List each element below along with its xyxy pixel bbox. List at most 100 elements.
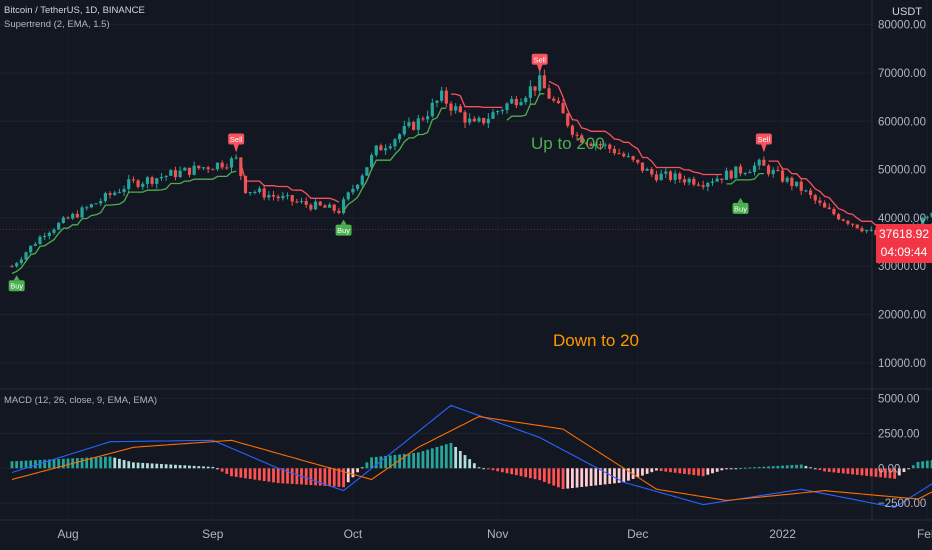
macd-histogram-bar (893, 468, 897, 479)
macd-histogram-bar (748, 467, 752, 469)
candle-body (313, 201, 318, 210)
supertrend-legend[interactable]: Supertrend (2, EMA, 1.5) (4, 19, 110, 30)
sell-signal-label: Sell (758, 135, 771, 144)
candle-body (827, 207, 831, 209)
macd-histogram-bar (505, 468, 509, 474)
macd-histogram-bar (813, 468, 817, 470)
candle-body (10, 266, 14, 268)
sell-signal-label: Sell (230, 135, 243, 144)
macd-line (11, 404, 932, 508)
macd-histogram-bar (356, 468, 359, 473)
price-tick-label: 20000.00 (878, 310, 926, 322)
candle-body (444, 90, 448, 104)
candle-body (365, 167, 369, 176)
candle-body (454, 106, 458, 111)
time-tick-label: Feb (917, 527, 932, 541)
macd-tick-label: −2500.00 (878, 498, 926, 510)
candle-body (808, 190, 813, 196)
candle-body (85, 207, 89, 209)
candle-body (780, 170, 785, 182)
macd-histogram-bar (113, 457, 117, 469)
candle-body (15, 263, 19, 267)
candle-body (295, 201, 299, 203)
macd-histogram-bar (743, 467, 747, 469)
macd-histogram-bar (753, 467, 756, 469)
macd-histogram-bar (790, 465, 794, 469)
candle-body (407, 122, 411, 127)
macd-histogram-bar (851, 468, 854, 475)
currency-label[interactable]: USDT (892, 6, 922, 18)
candle-body (281, 195, 285, 199)
candle-body (771, 170, 775, 175)
sell-pointer (536, 63, 543, 73)
macd-histogram-bar (683, 468, 686, 474)
macd-histogram-bar (855, 468, 859, 475)
down-annotation[interactable]: Down to 20 (553, 331, 639, 350)
macd-histogram-bar (318, 468, 322, 486)
candle-body (309, 204, 313, 210)
sell-pointer (760, 143, 767, 153)
price-tick-label: 30000.00 (878, 261, 926, 273)
macd-histogram-bar (734, 468, 738, 470)
macd-histogram-bar (365, 462, 369, 469)
macd-histogram-bar (669, 468, 672, 473)
candle-body (384, 148, 388, 151)
macd-histogram-bar (416, 452, 420, 469)
macd-histogram-bar (869, 468, 873, 477)
candle-body (131, 179, 136, 181)
macd-histogram-bar (841, 468, 845, 474)
macd-histogram-bar (286, 468, 289, 484)
macd-histogram-bar (678, 468, 682, 474)
macd-histogram-bar (155, 463, 159, 469)
macd-histogram-bar (589, 468, 593, 486)
supertrend-line (11, 80, 932, 275)
candle-body (257, 188, 262, 192)
macd-histogram-bar (472, 463, 476, 469)
candle-body (500, 110, 504, 112)
up-annotation[interactable]: Up to 200 (531, 134, 605, 153)
macd-histogram-bar (673, 468, 677, 473)
macd-histogram-bar (174, 464, 177, 469)
macd-histogram-bar (108, 456, 112, 469)
macd-histogram-bar (248, 468, 252, 479)
buy-signal-label: Buy (337, 226, 350, 235)
candle-body (398, 134, 402, 140)
macd-histogram-bar (659, 468, 663, 472)
macd-tick-label: 5000.00 (878, 393, 920, 405)
macd-legend[interactable]: MACD (12, 26, close, 9, EMA, EMA) (4, 395, 158, 406)
macd-histogram-bar (10, 461, 14, 469)
macd-histogram-bar (43, 459, 47, 469)
macd-histogram-bar (496, 468, 500, 472)
time-tick-label: Aug (57, 527, 78, 541)
last-price-value: 37618.92 (878, 227, 930, 241)
macd-histogram-bar (29, 460, 33, 469)
macd-histogram-bar (127, 461, 131, 469)
candle-body (776, 170, 780, 172)
macd-histogram-bar (384, 455, 387, 469)
candle-body (659, 173, 663, 181)
macd-histogram-bar (757, 466, 761, 469)
macd-histogram-bar (650, 468, 654, 473)
macd-histogram-bar (715, 468, 719, 472)
candle-body (323, 205, 327, 208)
candle-body (869, 229, 873, 231)
sell-pointer (233, 143, 240, 153)
macd-histogram-bar (888, 468, 892, 479)
candle-body (813, 195, 817, 201)
candle-body (650, 168, 654, 175)
macd-histogram-bar (776, 465, 780, 469)
candle-body (762, 159, 766, 166)
macd-histogram-bar (771, 466, 775, 469)
macd-histogram-bar (809, 467, 812, 469)
macd-histogram-bar (272, 468, 275, 483)
macd-histogram-bar (622, 468, 626, 483)
macd-histogram-bar (617, 468, 621, 483)
candle-body (678, 173, 682, 180)
macd-histogram-bar (664, 468, 668, 472)
candle-body (304, 201, 308, 205)
candle-body (510, 99, 514, 104)
candle-body (687, 178, 691, 183)
candle-body (318, 201, 322, 206)
candle-body (836, 214, 841, 220)
